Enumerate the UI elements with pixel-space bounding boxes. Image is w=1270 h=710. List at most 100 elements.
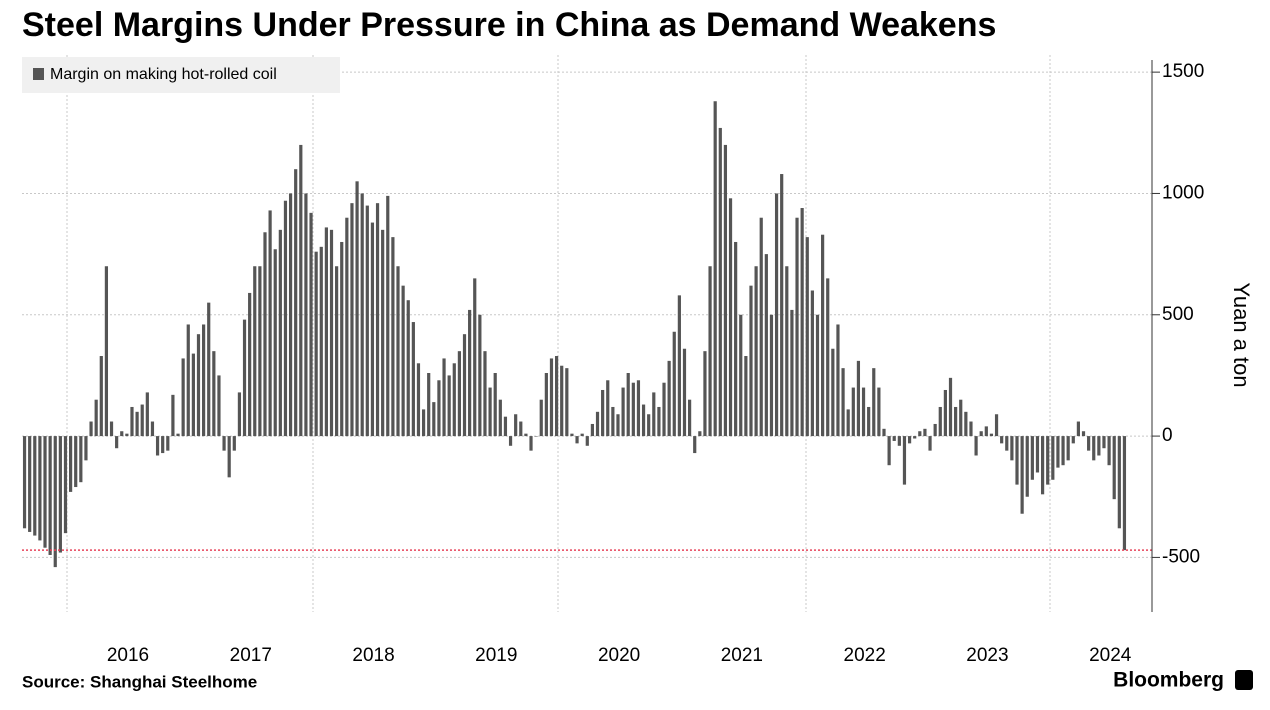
bar [319, 246, 323, 437]
bar [667, 360, 671, 437]
bar [677, 295, 681, 437]
y-tick-label: -500 [1162, 546, 1200, 567]
bar [1092, 436, 1096, 461]
bar [616, 414, 620, 437]
bar [145, 392, 149, 437]
bar [202, 324, 206, 437]
bar [851, 387, 855, 437]
bar [288, 193, 293, 437]
bar [309, 212, 313, 437]
bar [780, 174, 784, 437]
legend-label: Margin on making hot-rolled coil [50, 66, 277, 83]
bar [693, 436, 697, 454]
bar [805, 237, 809, 437]
bar [565, 368, 569, 437]
bar [401, 285, 405, 437]
bar [774, 193, 779, 437]
bar [734, 241, 738, 437]
bar [994, 414, 999, 437]
bar [468, 309, 472, 437]
bar [575, 436, 579, 444]
bar [294, 169, 298, 437]
bar [810, 290, 814, 437]
bar [1025, 436, 1029, 497]
bar [703, 351, 707, 437]
bar [43, 436, 47, 548]
bar [954, 406, 958, 437]
bar [68, 436, 73, 492]
bar [391, 237, 395, 437]
bar [723, 144, 728, 437]
bar [345, 217, 349, 437]
bar [299, 144, 303, 437]
bar [570, 433, 574, 437]
bar [1097, 436, 1101, 456]
x-tick-label: 2019 [475, 645, 517, 666]
bar [856, 360, 861, 437]
bar [887, 436, 891, 466]
bar [232, 436, 236, 451]
bar [539, 399, 543, 437]
x-tick-label: 2017 [230, 645, 272, 666]
bar [406, 300, 410, 437]
bar [846, 409, 850, 437]
bar [437, 380, 441, 437]
bar [1107, 436, 1111, 466]
bar [355, 181, 359, 437]
x-tick-label: 2023 [966, 645, 1008, 666]
x-tick-label: 2022 [844, 645, 886, 666]
bar [1066, 436, 1070, 461]
bar [959, 399, 963, 437]
bar [115, 436, 119, 449]
bar [253, 266, 257, 437]
x-tick-label: 2021 [721, 645, 763, 666]
bar [529, 436, 533, 451]
legend-box [22, 57, 340, 93]
bar [48, 436, 52, 555]
bar [314, 251, 318, 437]
bar [601, 389, 605, 437]
bar [580, 433, 584, 437]
bar [335, 266, 339, 437]
bar [1112, 436, 1116, 500]
bar [549, 358, 554, 437]
bar [1030, 436, 1034, 480]
bar [340, 241, 344, 437]
plot-area [22, 71, 1152, 568]
bar [1076, 421, 1081, 437]
bar [836, 324, 840, 437]
bar [350, 203, 354, 437]
chart-title: Steel Margins Under Pressure in China as… [22, 6, 996, 44]
bar [191, 353, 195, 437]
bar [790, 309, 794, 437]
bar [795, 217, 799, 437]
bar [283, 200, 288, 437]
bar [821, 234, 825, 437]
bar [764, 254, 768, 437]
bar [785, 266, 789, 437]
bar [918, 431, 922, 437]
bar [104, 266, 109, 437]
bar [979, 431, 983, 437]
bar [258, 266, 262, 437]
bar [109, 421, 114, 437]
bar [1122, 436, 1127, 551]
bar [1071, 436, 1075, 444]
bar [682, 348, 687, 437]
bar [457, 351, 461, 437]
bar [626, 373, 630, 437]
bar [1005, 436, 1009, 451]
bar [1051, 436, 1055, 480]
bar [662, 382, 666, 437]
bar [867, 406, 871, 437]
bar [800, 208, 804, 437]
bar [698, 431, 702, 437]
bar [130, 406, 134, 437]
bar [1056, 436, 1060, 468]
bar [38, 436, 42, 541]
bar [1087, 436, 1091, 451]
bar [595, 411, 600, 437]
bar [161, 436, 165, 454]
bar [606, 380, 610, 437]
bar [155, 436, 160, 456]
